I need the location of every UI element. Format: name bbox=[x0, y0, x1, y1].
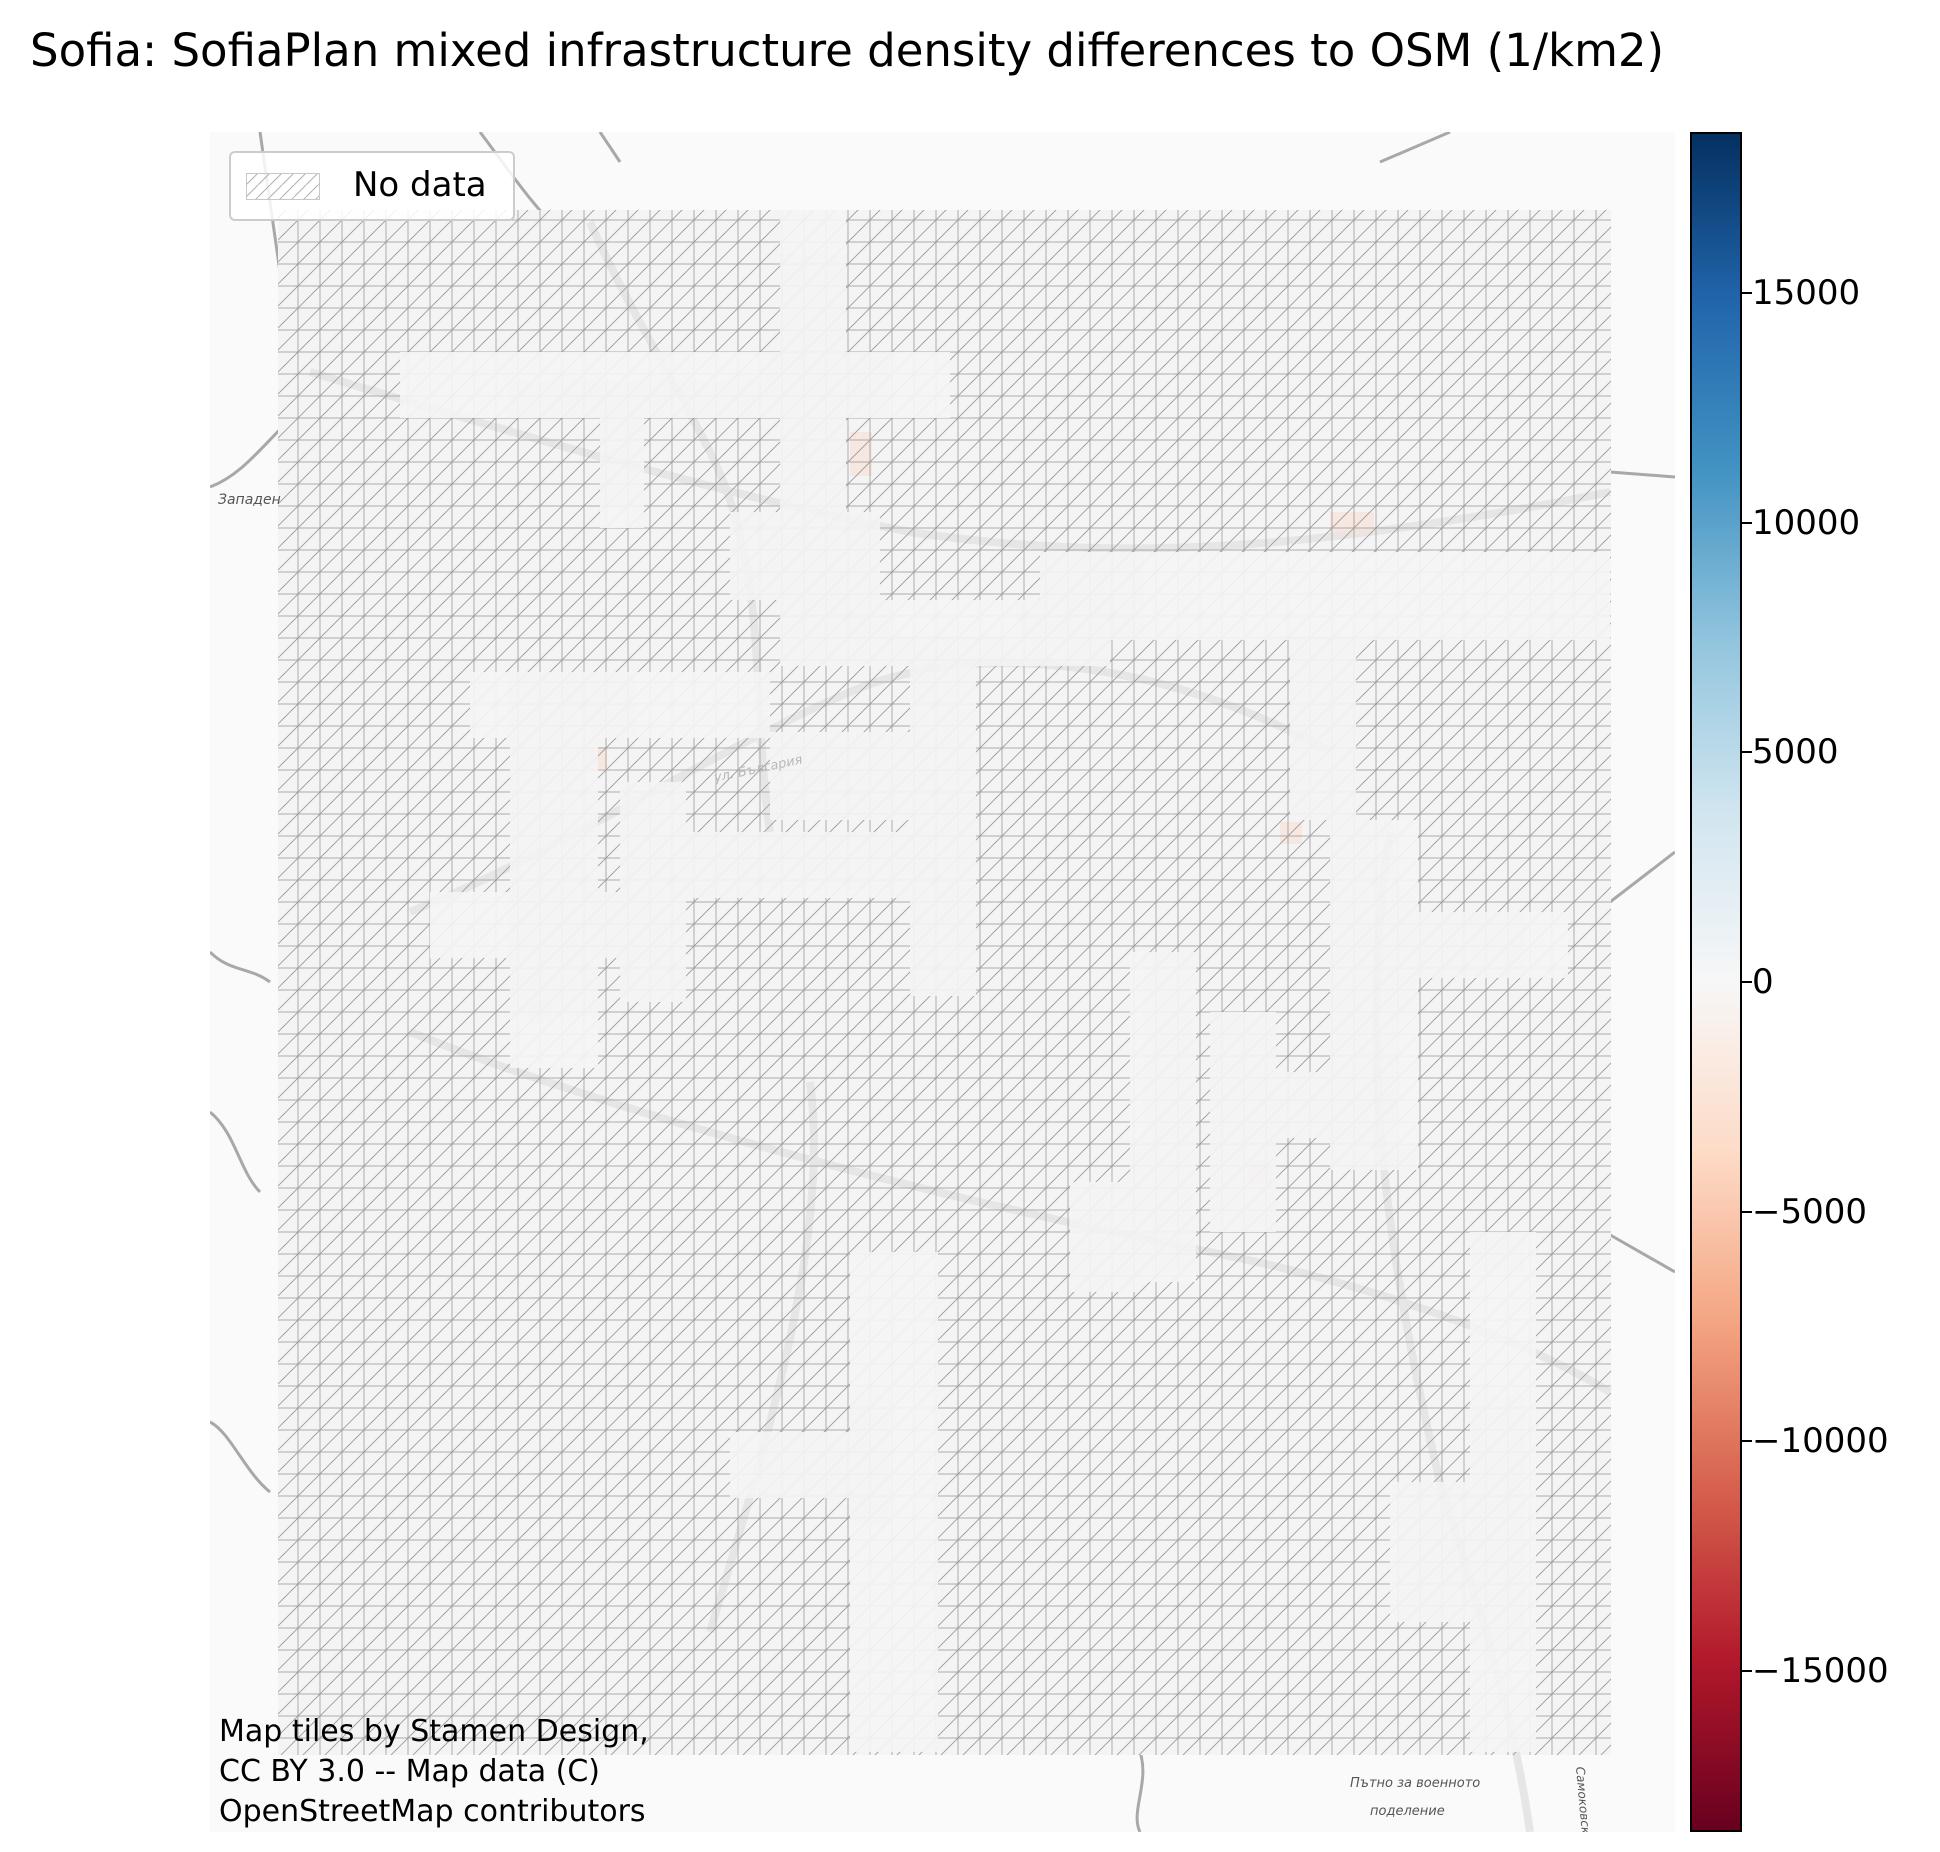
colorbar-tick-label: 5000 bbox=[1752, 732, 1839, 773]
map-canvas[interactable]: Западен ул. България Пътно за военното п… bbox=[210, 132, 1675, 1832]
map-label-division: поделение bbox=[1370, 1804, 1445, 1819]
colorbar-tick-label: 15000 bbox=[1752, 272, 1861, 313]
colorbar-gradient bbox=[1690, 132, 1742, 1832]
map-attribution: Map tiles by Stamen Design, CC BY 3.0 --… bbox=[219, 1712, 649, 1832]
attribution-line-3: OpenStreetMap contributors bbox=[219, 1794, 646, 1829]
colorbar-tick-label: 10000 bbox=[1752, 502, 1861, 543]
colorbar-tick-mark bbox=[1742, 751, 1752, 754]
colorbar-tick-label: −10000 bbox=[1752, 1421, 1889, 1462]
map-label-samokovsko: Самоковско bbox=[1573, 1766, 1593, 1832]
colorbar-tick-label: −5000 bbox=[1752, 1191, 1868, 1232]
basemap-roads bbox=[210, 132, 1675, 1832]
colorbar-tick-mark bbox=[1742, 291, 1752, 294]
valid-data-cells bbox=[400, 210, 1610, 1752]
map-label-zapaden: Западен bbox=[218, 492, 281, 508]
colorbar-tick-mark bbox=[1742, 981, 1752, 983]
chart-title: Sofia: SofiaPlan mixed infrastructure de… bbox=[30, 24, 1665, 77]
attribution-line-2: CC BY 3.0 -- Map data (C) bbox=[219, 1754, 600, 1789]
legend-label: No data bbox=[353, 165, 487, 205]
colorbar-tick-mark bbox=[1742, 1210, 1752, 1213]
colorbar bbox=[1690, 132, 1742, 1832]
colorbar-tick-mark bbox=[1742, 1440, 1752, 1443]
map-label-road: Пътно за военното bbox=[1350, 1776, 1480, 1791]
colorbar-tick-mark bbox=[1742, 1670, 1752, 1673]
colorbar-tick-label: −15000 bbox=[1752, 1651, 1889, 1692]
attribution-line-1: Map tiles by Stamen Design, bbox=[219, 1714, 649, 1749]
no-data-swatch bbox=[246, 173, 320, 200]
map-panel[interactable]: Западен ул. България Пътно за военното п… bbox=[210, 132, 1675, 1832]
legend: No data bbox=[229, 151, 515, 221]
colorbar-tick-mark bbox=[1742, 521, 1752, 524]
colorbar-tick-label: 0 bbox=[1752, 962, 1774, 1002]
